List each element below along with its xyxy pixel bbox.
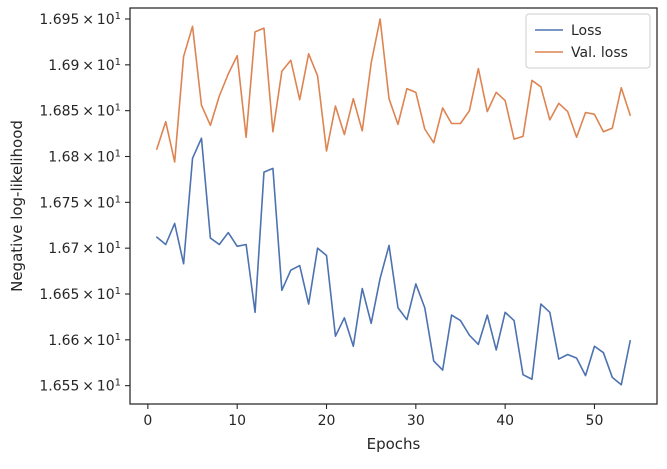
y-axis-ticks: 1.655 × 101 1.66 × 101 1.665 × 101 1.67 × 1… [39, 11, 130, 395]
series-line-loss [156, 137, 632, 386]
y-tick-label: 1.68 × 101 [48, 148, 121, 166]
x-tick-label: 40 [496, 413, 514, 429]
plot-frame [129, 7, 658, 405]
legend-label-val-loss: Val. loss [571, 45, 628, 61]
x-tick-label: 0 [143, 413, 152, 429]
legend-label-loss: Loss [571, 23, 602, 39]
y-tick-label: 1.685 × 101 [39, 102, 121, 120]
x-tick-label: 20 [318, 413, 336, 429]
legend: Loss Val. loss [525, 13, 651, 69]
y-tick-label: 1.695 × 101 [39, 11, 121, 29]
plot-area [130, 8, 657, 404]
y-tick-label: 1.66 × 101 [48, 331, 121, 349]
series-layer [156, 18, 632, 386]
y-tick-label: 1.67 × 101 [48, 240, 121, 258]
series-line-val-loss [156, 18, 632, 163]
y-tick-label: 1.69 × 101 [48, 56, 121, 74]
y-axis-label: Negative log-likelihood [8, 120, 26, 292]
legend-box [525, 13, 651, 69]
x-tick-label: 50 [586, 413, 604, 429]
y-tick-label: 1.665 × 101 [39, 286, 121, 304]
x-axis-ticks: 0 10 20 30 40 50 [143, 404, 603, 429]
y-tick-label: 1.655 × 101 [39, 377, 121, 395]
x-axis-label: Epochs [367, 435, 421, 453]
x-tick-label: 10 [228, 413, 246, 429]
y-tick-label: 1.675 × 101 [39, 194, 121, 212]
x-tick-label: 30 [407, 413, 425, 429]
